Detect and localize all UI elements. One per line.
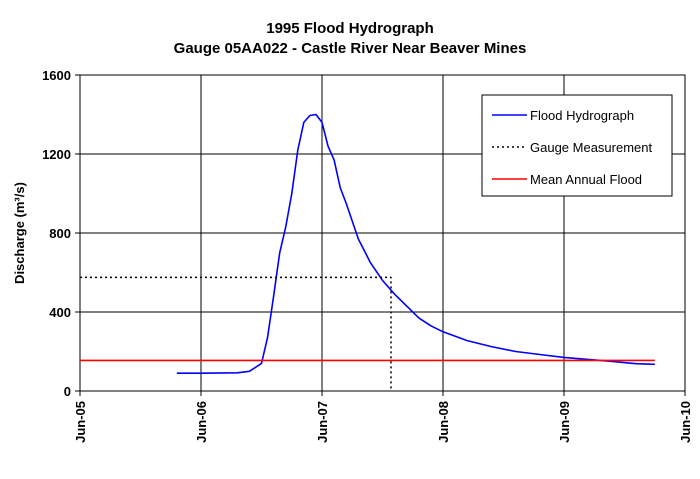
- y-tick-label: 0: [64, 384, 71, 399]
- x-tick-label: Jun-10: [678, 401, 693, 443]
- x-tick-label: Jun-09: [557, 401, 572, 443]
- series-layer: [80, 113, 655, 391]
- legend-label-gauge-measurement: Gauge Measurement: [530, 140, 653, 155]
- chart-title: 1995 Flood Hydrograph: [266, 20, 434, 37]
- legend-label-mean-annual-flood: Mean Annual Flood: [530, 172, 642, 187]
- x-tick-label: Jun-07: [315, 401, 330, 443]
- x-tick-label: Jun-08: [436, 401, 451, 443]
- y-axis-label: Discharge (m³/s): [12, 182, 27, 284]
- x-tick-label: Jun-05: [73, 401, 88, 443]
- legend-label-flood-hydrograph: Flood Hydrograph: [530, 108, 634, 123]
- axis-ticks: Jun-05 Jun-06 Jun-07 Jun-08 Jun-09 Jun-10 0 400…: [42, 68, 693, 443]
- y-tick-label: 1600: [42, 68, 71, 83]
- series-line-flood-hydrograph: [176, 113, 655, 375]
- x-tick-label: Jun-06: [194, 401, 209, 443]
- y-tick-label: 800: [49, 226, 71, 241]
- y-tick-label: 1200: [42, 147, 71, 162]
- y-tick-label: 400: [49, 305, 71, 320]
- chart-subtitle: Gauge 05AA022 - Castle River Near Beaver…: [174, 40, 527, 57]
- series-line-gauge-measurement: [80, 276, 392, 391]
- legend: Flood Hydrograph Gauge Measurement Mean …: [481, 94, 673, 197]
